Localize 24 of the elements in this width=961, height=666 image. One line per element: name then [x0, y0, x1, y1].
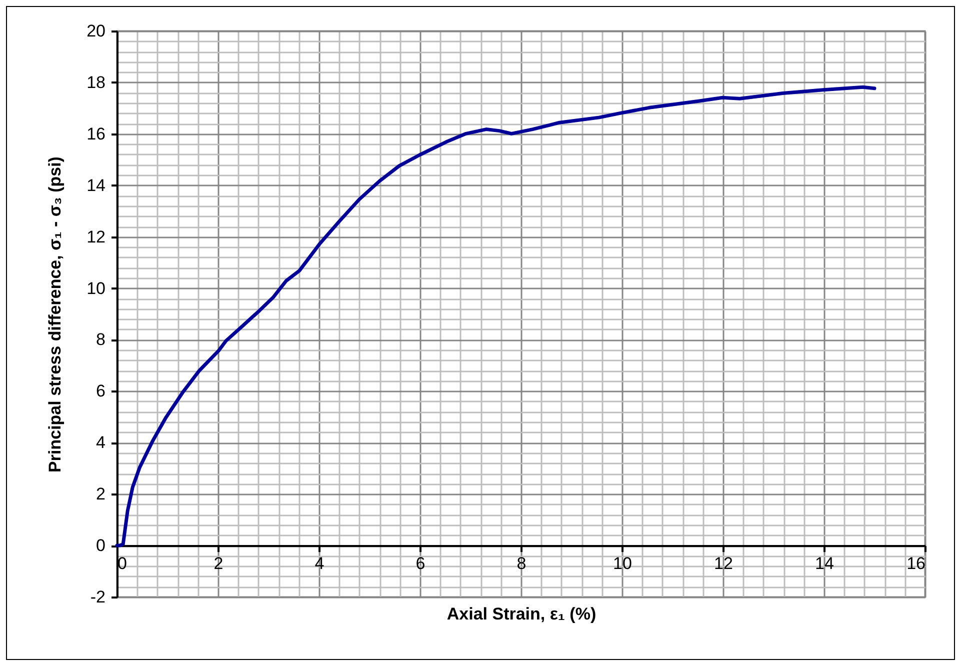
x-tick-label: 16: [906, 554, 926, 574]
y-tick-label: 10: [86, 278, 106, 298]
y-tick-label: 2: [96, 484, 106, 504]
y-tick-label: 12: [86, 227, 106, 246]
y-tick-label: -2: [90, 588, 106, 606]
y-tick-label: 16: [86, 124, 106, 144]
x-tick-label: 12: [714, 554, 733, 574]
x-tick-label: 0: [118, 554, 127, 574]
x-tick-label: 10: [613, 554, 632, 574]
x-tick-label: 4: [314, 554, 324, 574]
y-tick-label: 8: [96, 330, 106, 350]
y-tick-label: 6: [96, 382, 106, 401]
y-axis-title: Principal stress difference, σ₁ - σ₃ (psi): [46, 156, 65, 472]
x-tick-label: 8: [516, 554, 526, 574]
y-tick-label: 20: [86, 22, 106, 40]
y-tick-label: 4: [96, 433, 106, 452]
x-tick-label: 6: [416, 554, 426, 574]
x-tick-label: 2: [214, 554, 224, 574]
y-tick-label: 18: [86, 72, 106, 92]
line-series: [115, 85, 876, 548]
x-axis-title: Axial Strain, ε₁ (%): [446, 604, 596, 624]
y-tick-label: 0: [96, 536, 106, 556]
x-tick-label: 14: [815, 554, 834, 574]
y-tick-label: 14: [86, 176, 106, 195]
